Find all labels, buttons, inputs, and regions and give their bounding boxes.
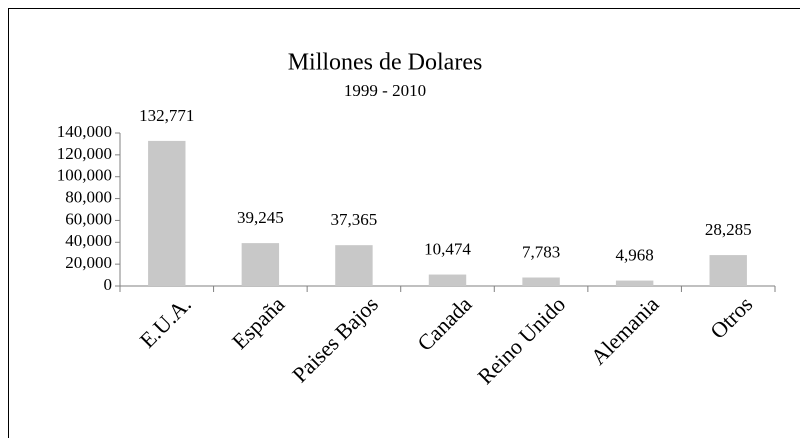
bar: [709, 255, 747, 286]
y-tick-label: 80,000: [65, 187, 112, 206]
bar: [148, 140, 186, 286]
value-label: 4,968: [616, 245, 654, 264]
bar: [428, 274, 467, 286]
value-label: 37,365: [331, 210, 378, 229]
value-label: 132,771: [139, 106, 194, 125]
chart-title: Millones de Dolares: [288, 50, 483, 76]
bar: [522, 277, 560, 286]
y-tick-label: 100,000: [57, 166, 112, 185]
bar: [241, 243, 280, 286]
y-tick-label: 40,000: [65, 231, 112, 250]
chart-subtitle: 1999 - 2010: [344, 81, 426, 100]
y-tick-label: 60,000: [65, 209, 112, 228]
chart-frame: [8, 8, 800, 438]
y-tick-label: 120,000: [57, 144, 112, 163]
value-label: 7,783: [522, 242, 560, 261]
bar: [335, 245, 373, 286]
value-label: 28,285: [705, 220, 752, 239]
value-label: 39,245: [237, 208, 284, 227]
y-tick-label: 0: [104, 275, 113, 294]
bar: [615, 280, 654, 286]
value-label: 10,474: [424, 239, 471, 258]
y-tick-label: 20,000: [65, 253, 112, 272]
y-tick-label: 140,000: [57, 122, 112, 141]
